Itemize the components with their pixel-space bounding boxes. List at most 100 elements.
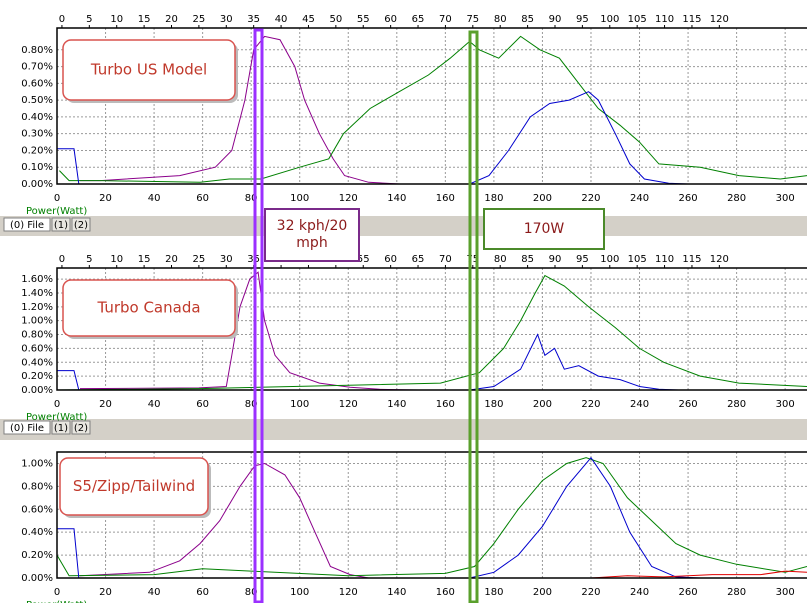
top-tick-label: 85 xyxy=(521,14,534,25)
y-tick-label: 0.00% xyxy=(21,179,53,190)
x-tick-label: 100 xyxy=(290,587,309,598)
x-tick-label: 220 xyxy=(581,193,600,204)
x-tick-label: 0 xyxy=(54,193,60,204)
x-tick-label: 200 xyxy=(533,193,552,204)
x-tick-label: 200 xyxy=(533,587,552,598)
x-tick-label: 40 xyxy=(148,399,161,410)
top-tick-label: 105 xyxy=(628,254,647,265)
top-tick-label: 90 xyxy=(549,254,562,265)
y-tick-label: 0.40% xyxy=(21,112,53,123)
top-tick-label: 60 xyxy=(384,254,397,265)
annotation-text: S5/Zipp/Tailwind xyxy=(73,477,195,495)
x-tick-label: 60 xyxy=(196,399,209,410)
top-tick-label: 115 xyxy=(682,14,701,25)
x-axis-label: Power(Watt) xyxy=(26,600,87,603)
tab-label: (2) xyxy=(74,423,88,434)
x-tick-label: 260 xyxy=(679,193,698,204)
top-tick-label: 20 xyxy=(165,254,178,265)
annotation-box xyxy=(62,39,236,101)
x-tick-label: 140 xyxy=(387,193,406,204)
top-tick-label: 80 xyxy=(494,254,507,265)
x-tick-label: 240 xyxy=(630,587,649,598)
tab-label: (0) File xyxy=(10,220,44,231)
top-tick-label: 50 xyxy=(329,14,342,25)
x-axis-label: Power(Watt) xyxy=(26,206,87,217)
speed-callout: 32 kph/20 mph xyxy=(264,208,360,262)
x-tick-label: 100 xyxy=(290,399,309,410)
power-callout: 170W xyxy=(483,208,605,250)
x-tick-label: 220 xyxy=(581,587,600,598)
series-line xyxy=(80,35,401,185)
x-tick-label: 80 xyxy=(245,193,258,204)
top-tick-label: 110 xyxy=(655,254,674,265)
tab xyxy=(71,217,91,232)
x-tick-label: 300 xyxy=(776,193,795,204)
x-tick-label: 180 xyxy=(484,587,503,598)
x-tick-label: 300 xyxy=(776,399,795,410)
x-tick-label: 200 xyxy=(533,399,552,410)
y-tick-label: 0.60% xyxy=(21,78,53,89)
x-tick-label: 40 xyxy=(148,587,161,598)
top-tick-label: 10 xyxy=(110,14,123,25)
top-tick-label: 30 xyxy=(220,14,233,25)
top-tick-label: 120 xyxy=(710,254,729,265)
x-tick-label: 160 xyxy=(436,587,455,598)
series-line xyxy=(56,457,807,577)
x-tick-label: 260 xyxy=(679,587,698,598)
top-tick-label: 120 xyxy=(710,14,729,25)
top-tick-label: 80 xyxy=(494,14,507,25)
top-tick-label: 15 xyxy=(138,254,151,265)
x-tick-label: 300 xyxy=(776,587,795,598)
top-tick-label: 100 xyxy=(600,254,619,265)
top-tick-label: 45 xyxy=(302,14,315,25)
x-tick-label: 20 xyxy=(99,399,112,410)
y-tick-label: 0.20% xyxy=(21,550,53,561)
x-tick-label: 160 xyxy=(436,193,455,204)
power-marker xyxy=(468,30,479,603)
plot-frame xyxy=(56,267,807,391)
x-tick-label: 260 xyxy=(679,399,698,410)
top-tick-label: 20 xyxy=(165,14,178,25)
top-tick-label: 70 xyxy=(439,14,452,25)
annotation-text: Turbo US Model xyxy=(90,61,207,79)
y-tick-label: 0.10% xyxy=(21,162,53,173)
top-tick-label: 95 xyxy=(576,14,589,25)
x-tick-label: 120 xyxy=(339,399,358,410)
tab-label: (1) xyxy=(54,220,68,231)
y-tick-label: 1.00% xyxy=(21,316,53,327)
top-tick-label: 70 xyxy=(439,254,452,265)
y-tick-label: 0.60% xyxy=(21,343,53,354)
tab-label: (1) xyxy=(54,423,68,434)
tab-bar xyxy=(0,421,807,435)
tab xyxy=(51,217,71,232)
x-tick-label: 220 xyxy=(581,399,600,410)
y-tick-label: 0.80% xyxy=(21,45,53,56)
tab xyxy=(51,420,71,435)
top-tick-label: 30 xyxy=(220,254,233,265)
x-tick-label: 280 xyxy=(727,399,746,410)
tab-label: (0) File xyxy=(10,423,44,434)
series-line xyxy=(590,570,807,579)
y-tick-label: 0.30% xyxy=(21,129,53,140)
x-tick-label: 60 xyxy=(196,193,209,204)
x-tick-label: 60 xyxy=(196,587,209,598)
top-tick-label: 55 xyxy=(357,254,370,265)
top-tick-label: 65 xyxy=(412,254,425,265)
x-tick-label: 180 xyxy=(484,193,503,204)
y-tick-label: 0.40% xyxy=(21,527,53,538)
series-line xyxy=(79,462,369,579)
top-tick-label: 15 xyxy=(138,14,151,25)
y-tick-label: 0.40% xyxy=(21,357,53,368)
top-tick-label: 110 xyxy=(655,14,674,25)
x-tick-label: 240 xyxy=(630,399,649,410)
x-tick-label: 240 xyxy=(630,193,649,204)
annotation-box xyxy=(59,457,209,516)
plot-frame xyxy=(56,27,807,185)
x-tick-label: 80 xyxy=(245,587,258,598)
x-tick-label: 20 xyxy=(99,587,112,598)
panel-background xyxy=(0,0,807,216)
top-tick-label: 100 xyxy=(600,14,619,25)
